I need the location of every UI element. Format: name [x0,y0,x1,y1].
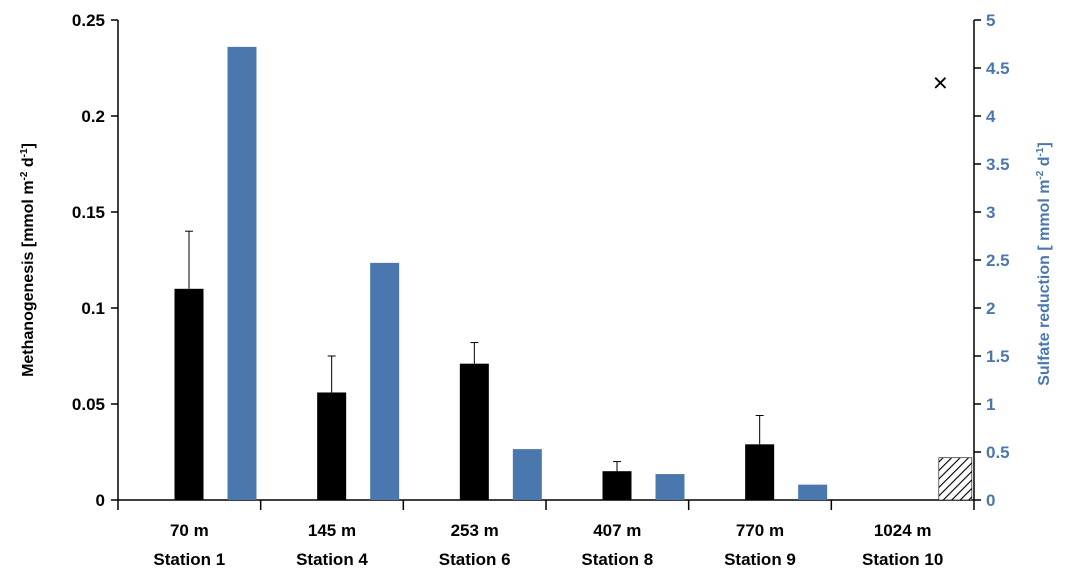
right-tick-label: 1 [986,395,995,414]
right-tick-label: 3 [986,203,995,222]
left-tick-label: 0.05 [72,395,105,414]
right-tick-label: 2 [986,299,995,318]
x-marker: × [933,67,948,97]
right-tick-label: 0.5 [986,443,1010,462]
left-axis-title-mid: d [20,157,37,171]
right-axis-title-mid: d [1036,156,1053,170]
category-depth-label: 70 m [170,521,209,540]
category-depth-label: 253 m [451,521,499,540]
category-depth-label: 1024 m [874,521,932,540]
category-station-label: Station 1 [153,550,225,569]
right-tick-label: 3.5 [986,155,1010,174]
methanogenesis-bar [317,392,347,500]
right-axis-title-sup2: -1 [1035,147,1046,156]
sulfate-reduction-bar [227,46,257,500]
left-axis-title-end: ] [20,143,37,148]
right-axis-title-sup1: -2 [1035,170,1046,179]
left-axis-title-sup1: -2 [19,171,30,180]
left-tick-label: 0.15 [72,203,105,222]
left-axis-title-sup2: -1 [19,148,30,157]
right-axis-title-end: ] [1036,142,1053,147]
plot-area: 0 0.05 0.1 0.15 0.2 0.25 0 0.5 1 1.5 2 2.5 3 3.5 4 4.5 5… [72,11,1010,569]
right-tick-label: 0 [986,491,995,510]
left-tick-label: 0.1 [81,299,105,318]
category-depth-label: 407 m [593,521,641,540]
right-tick-label: 4 [986,107,996,126]
left-tick-label: 0.25 [72,11,105,30]
sulfate-reduction-bar [798,484,828,500]
sulfate-reduction-bar [370,262,400,500]
left-tick-label: 0 [96,491,105,510]
methanogenesis-bar [174,288,204,500]
sulfate-reduction-bar [655,474,685,500]
category-station-label: Station 8 [581,550,653,569]
category-depth-label: 145 m [308,521,356,540]
category-station-label: Station 9 [724,550,796,569]
category-station-label: Station 6 [439,550,511,569]
category-station-label: Station 10 [862,550,943,569]
right-tick-label: 4.5 [986,59,1010,78]
right-axis-title: Sulfate reduction [ mmol m-2 d-1] [1035,142,1053,386]
methanogenesis-bar [459,363,489,500]
left-tick-label: 0.2 [81,107,105,126]
category-depth-label: 770 m [736,521,784,540]
methanogenesis-hatched-bar [938,457,973,501]
right-tick-label: 2.5 [986,251,1010,270]
methanogenesis-bar [745,444,775,500]
methanogenesis-bar [602,471,632,500]
left-axis-title: Methanogenesis [mmol m-2 d-1] [19,143,37,377]
right-tick-label: 1.5 [986,347,1010,366]
right-axis-title-main: Sulfate reduction [ mmol m [1036,180,1053,386]
right-tick-label: 5 [986,11,995,30]
left-axis-title-main: Methanogenesis [mmol m [20,180,37,376]
category-station-label: Station 4 [296,550,368,569]
sulfate-reduction-bar [512,449,542,500]
